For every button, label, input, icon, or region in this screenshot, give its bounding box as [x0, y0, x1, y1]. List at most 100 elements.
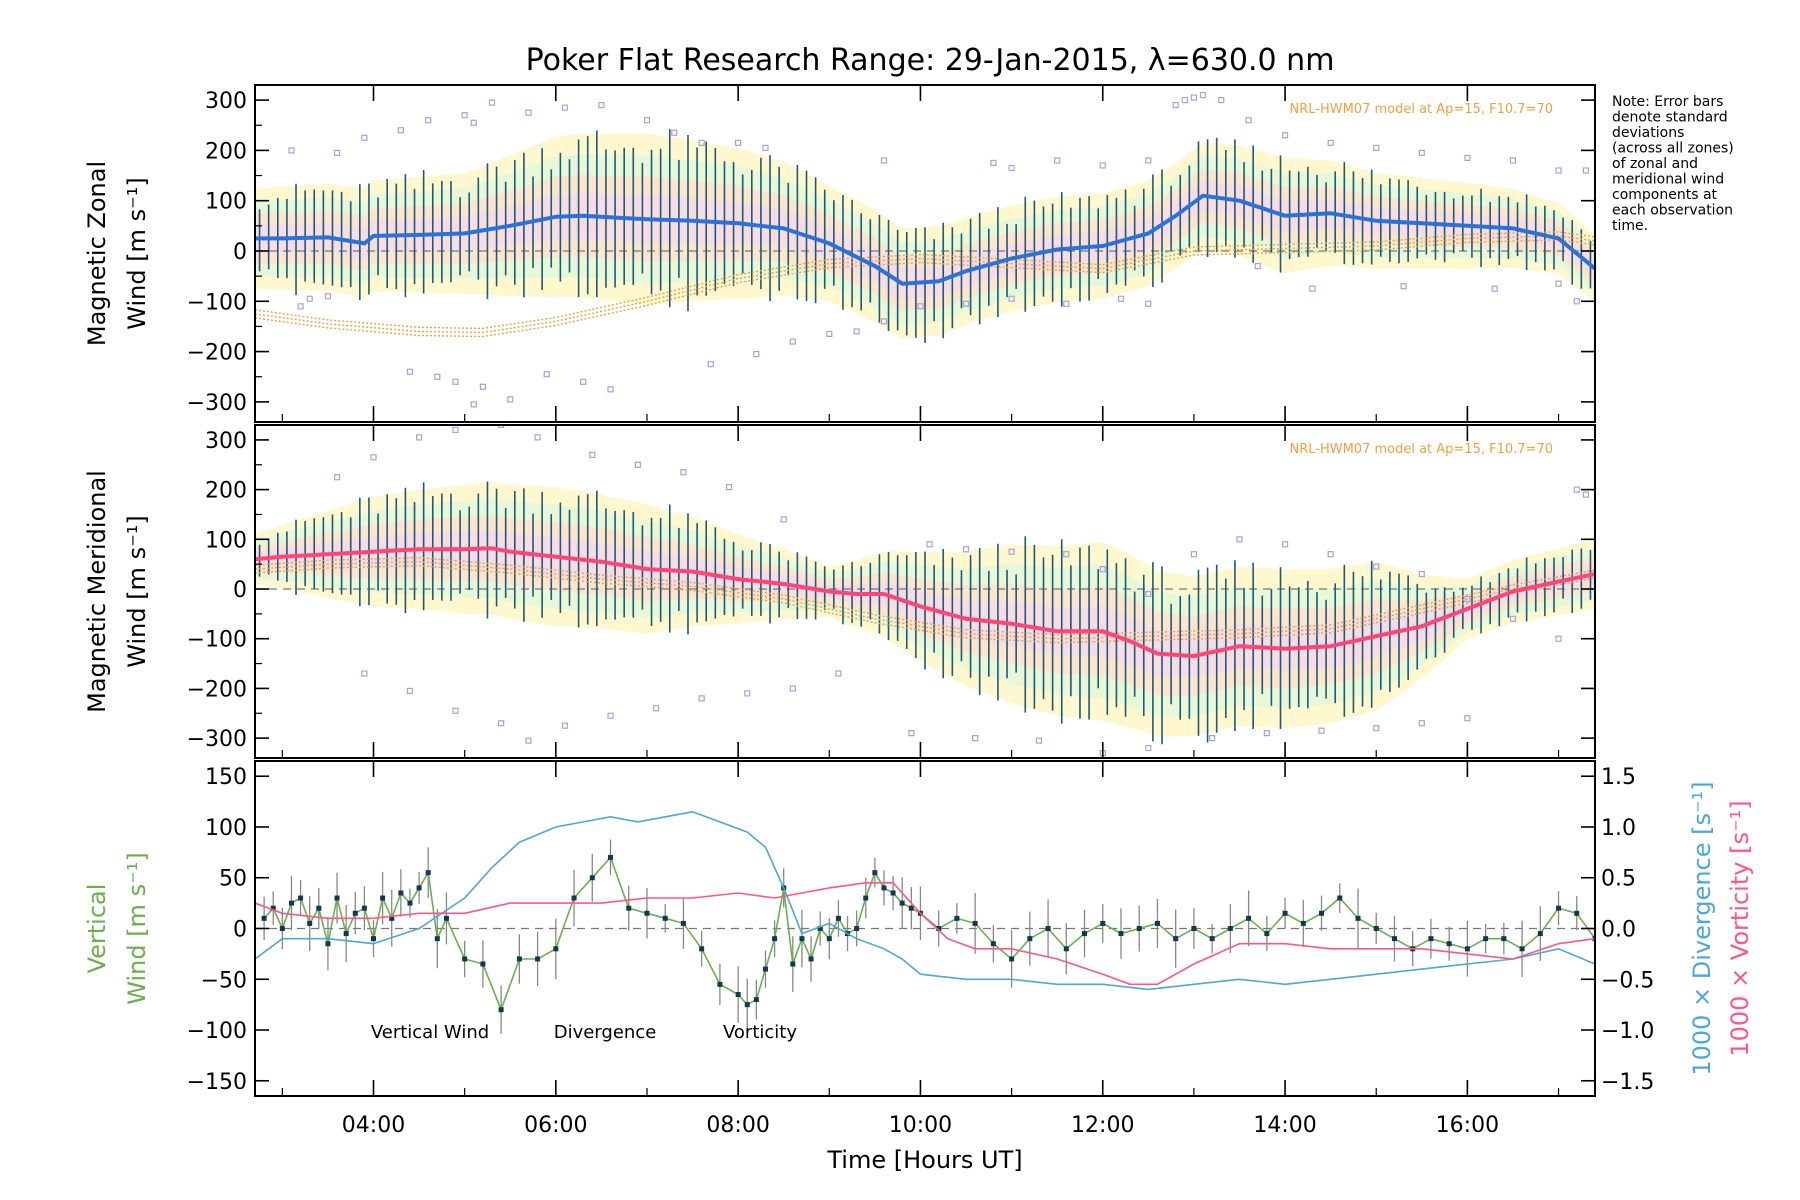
y-tick-label: −200 [187, 341, 247, 366]
vertical-wind-point [644, 910, 650, 916]
outlier-point [1263, 730, 1270, 737]
vertical-wind-point [334, 895, 340, 901]
outlier-point [1309, 285, 1316, 292]
outlier-point [525, 737, 532, 744]
outlier-point [1054, 157, 1061, 164]
outlier-point [698, 139, 705, 146]
vertical-wind-point [1173, 936, 1179, 942]
outlier-point [1464, 154, 1471, 162]
outlier-point [853, 328, 860, 335]
outlier-point [598, 102, 605, 109]
vertical-wind-point [389, 915, 395, 921]
vertical-wind-point [516, 956, 522, 962]
panel-frame [254, 424, 1596, 759]
vertical-wind-point [1246, 915, 1252, 921]
outlier-point [762, 144, 769, 151]
x-tick-label: 04:00 [342, 1113, 405, 1138]
y-tick-label: 0 [233, 578, 247, 603]
vertical-wind-point [1537, 931, 1543, 937]
outlier-point [725, 484, 733, 491]
outlier-point [1008, 164, 1015, 172]
vertical-wind-point [808, 956, 814, 962]
vertical-wind-point [535, 956, 541, 962]
outlier-point [1464, 595, 1471, 603]
outlier-point [370, 454, 377, 461]
vertical-wind-point [325, 941, 331, 947]
outlier-point [498, 425, 505, 429]
y-tick-label: −200 [187, 677, 247, 702]
vertical-wind-point [626, 905, 632, 911]
vertical-wind-point [1483, 936, 1489, 942]
outlier-point [333, 149, 341, 157]
legend-item: Vertical Wind [371, 1022, 489, 1043]
outlier-point [534, 434, 541, 441]
meridional-wind-panel: 300 200 100 0 −100 −200 −300 NRL-HWM07 model at… [83, 424, 1596, 759]
outlier-point [634, 461, 641, 468]
vertical-wind-point [680, 920, 686, 926]
vertical-wind-point [1464, 946, 1470, 952]
outlier-point [962, 546, 970, 553]
model-label: NRL-HWM07 model at Ap=15, F10.7=70 [1290, 442, 1554, 457]
outlier-point [452, 426, 459, 434]
vertical-wind-point [735, 991, 741, 997]
outlier-point [990, 159, 997, 167]
y-tick-label: −150 [187, 1070, 247, 1095]
model-curve [255, 239, 1595, 338]
vertical-wind-point [1082, 931, 1088, 937]
x-tick-label: 08:00 [706, 1113, 769, 1138]
outlier-point [780, 516, 787, 523]
model-curve [255, 564, 1595, 644]
outlier-point [1281, 132, 1289, 139]
vertical-wind-point [1045, 926, 1051, 931]
outlier-point [397, 127, 404, 134]
outlier-point [1245, 117, 1252, 124]
outlier-point [1218, 96, 1225, 104]
vertical-wind-point [270, 905, 276, 911]
vertical-wind-point [352, 910, 358, 916]
y-tick-label: 150 [205, 765, 247, 790]
y2-tick-label: −0.5 [1601, 968, 1654, 993]
series-line [263, 855, 1595, 1012]
y-axis-label-unit: Wind [m s⁻¹] [123, 852, 151, 1004]
outlier-point [789, 338, 796, 345]
y-tick-label: −100 [187, 1019, 247, 1044]
y-tick-label: 300 [205, 89, 247, 114]
y2-axis-label-vorticity: 1000 × Vorticity [s⁻¹] [1726, 800, 1754, 1056]
vertical-wind-point [854, 926, 860, 931]
panel-frame [254, 84, 1596, 423]
vertical-wind-point [371, 936, 377, 942]
outlier-point [652, 705, 660, 712]
outlier-point [470, 401, 477, 408]
vertical-wind-point [662, 915, 668, 921]
y-tick-label: 300 [205, 429, 247, 454]
x-axis-label: Time [Hours UT] [826, 1146, 1022, 1174]
outlier-point [1373, 563, 1380, 570]
outlier-point [1063, 300, 1070, 307]
outlier-point [1236, 536, 1243, 543]
y2-tick-label: −1.0 [1601, 1019, 1654, 1044]
outlier-point [607, 386, 614, 393]
vertical-wind-point [416, 885, 422, 891]
outlier-point [525, 109, 532, 116]
vertical-wind-point [1574, 910, 1580, 916]
vertical-wind-panel: 150 100 50 0 −50 −100 −150 1.5 1.0 0.5 0.0 −0.5 −1.0… [83, 85, 1754, 1174]
outlier-point [498, 720, 505, 727]
note-line: of zonal and [1612, 156, 1698, 172]
y2-tick-label: 0.5 [1601, 867, 1636, 892]
vertical-wind-point [936, 926, 942, 931]
vertical-wind-point [425, 870, 431, 876]
outlier-point [1464, 715, 1471, 722]
x-tick-label: 16:00 [1436, 1113, 1499, 1138]
outlier-point [507, 396, 514, 403]
spread-band-3 [255, 180, 1595, 300]
vertical-wind-point [1373, 926, 1379, 931]
vertical-wind-point [316, 905, 322, 911]
vertical-wind-point [799, 936, 805, 942]
y2-tick-label: 0.0 [1601, 918, 1636, 943]
outlier-point [1491, 285, 1498, 292]
outlier-point [361, 134, 368, 141]
outlier-point [1145, 300, 1152, 307]
vertical-wind-point [1264, 931, 1270, 937]
x-tick-label: 12:00 [1071, 1113, 1134, 1138]
outlier-point [972, 735, 979, 742]
